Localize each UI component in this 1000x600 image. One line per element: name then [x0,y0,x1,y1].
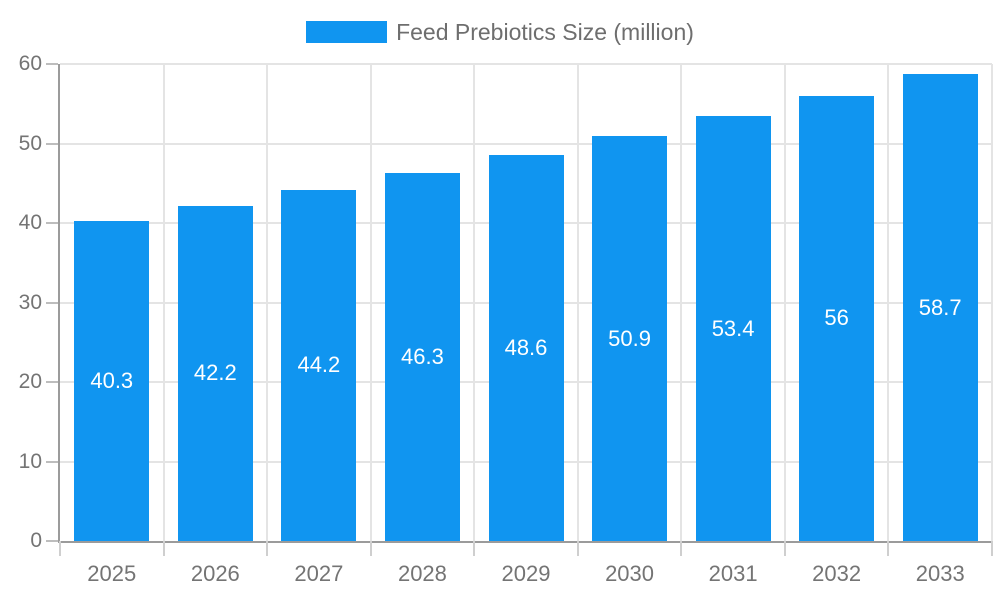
legend-swatch [306,21,388,43]
gridline-vertical [576,64,579,541]
gridline-horizontal [60,142,992,145]
y-axis-tick [46,222,58,224]
y-tick-label: 60 [18,52,42,75]
y-tick-label: 40 [18,211,42,234]
x-tick-label-2030: 2030 [605,561,655,586]
y-axis-tick [46,301,58,304]
x-tick-label-2029: 2029 [501,561,551,586]
x-axis-tick [369,541,372,556]
bar-2026[interactable] [177,205,253,541]
y-axis-tick [46,142,58,145]
legend-label: Feed Prebiotics Size (million) [396,19,694,45]
gridline-vertical [266,64,269,541]
x-axis-tick [576,541,579,556]
bar-2033[interactable] [902,74,978,541]
gridline-vertical [887,64,890,541]
x-axis-tick [266,541,269,556]
bar-2031[interactable] [695,116,771,541]
x-axis-tick [162,541,165,556]
x-tick-label-2032: 2032 [812,561,862,586]
y-tick-label: 30 [18,290,42,314]
x-tick-label-2028: 2028 [397,561,447,586]
legend[interactable]: Feed Prebiotics Size (million) [0,18,1000,46]
bar-2027[interactable] [281,189,357,541]
x-axis-tick [783,541,786,556]
y-axis-tick [46,63,58,65]
y-axis-line [58,64,60,541]
bar-2032[interactable] [799,95,875,541]
bar-value-label: 50.9 [608,325,651,351]
bar-value-label: 42.2 [193,360,237,386]
bar-value-label: 56 [824,305,849,331]
x-tick-label-2033: 2033 [915,561,965,586]
bar-value-label: 58.7 [918,294,962,320]
gridline-vertical [369,64,372,541]
y-axis-tick [46,460,58,463]
x-axis-line [58,541,992,543]
plot-area: 40.3 42.2 44.2 46.3 48.6 50.9 53.4 56 58.7 0 10 20 3… [19,52,993,586]
x-tick-label-2031: 2031 [708,561,758,586]
y-tick-label: 50 [18,131,42,155]
x-axis-tick [473,541,476,556]
x-tick-label-2026: 2026 [190,561,240,586]
gridline-vertical [991,64,993,541]
bar-2030[interactable] [592,136,668,541]
x-tick-label-2025: 2025 [87,561,137,586]
bar-value-label: 46.3 [401,343,444,369]
y-tick-label: 0 [30,529,42,552]
x-axis-tick [59,541,61,556]
gridline-vertical [162,64,165,541]
x-axis-tick [680,541,683,556]
y-tick-label: 10 [18,449,42,473]
bar-2028[interactable] [384,172,460,541]
y-tick-label: 20 [18,370,42,393]
x-axis-tick [887,541,890,556]
gridline-vertical [473,64,476,541]
gridline-horizontal [60,63,992,65]
bar-value-label: 48.6 [504,334,548,360]
y-axis-tick [46,381,58,383]
bar-2029[interactable] [488,154,564,541]
bar-value-label: 40.3 [90,367,134,393]
bar-2025[interactable] [74,220,150,541]
bar-value-label: 53.4 [711,315,755,341]
gridline-vertical [783,64,786,541]
gridline-vertical [680,64,683,541]
y-axis-tick [46,540,58,542]
bar-value-label: 44.2 [297,352,341,378]
x-axis-tick [991,541,993,556]
x-tick-label-2027: 2027 [294,561,344,586]
